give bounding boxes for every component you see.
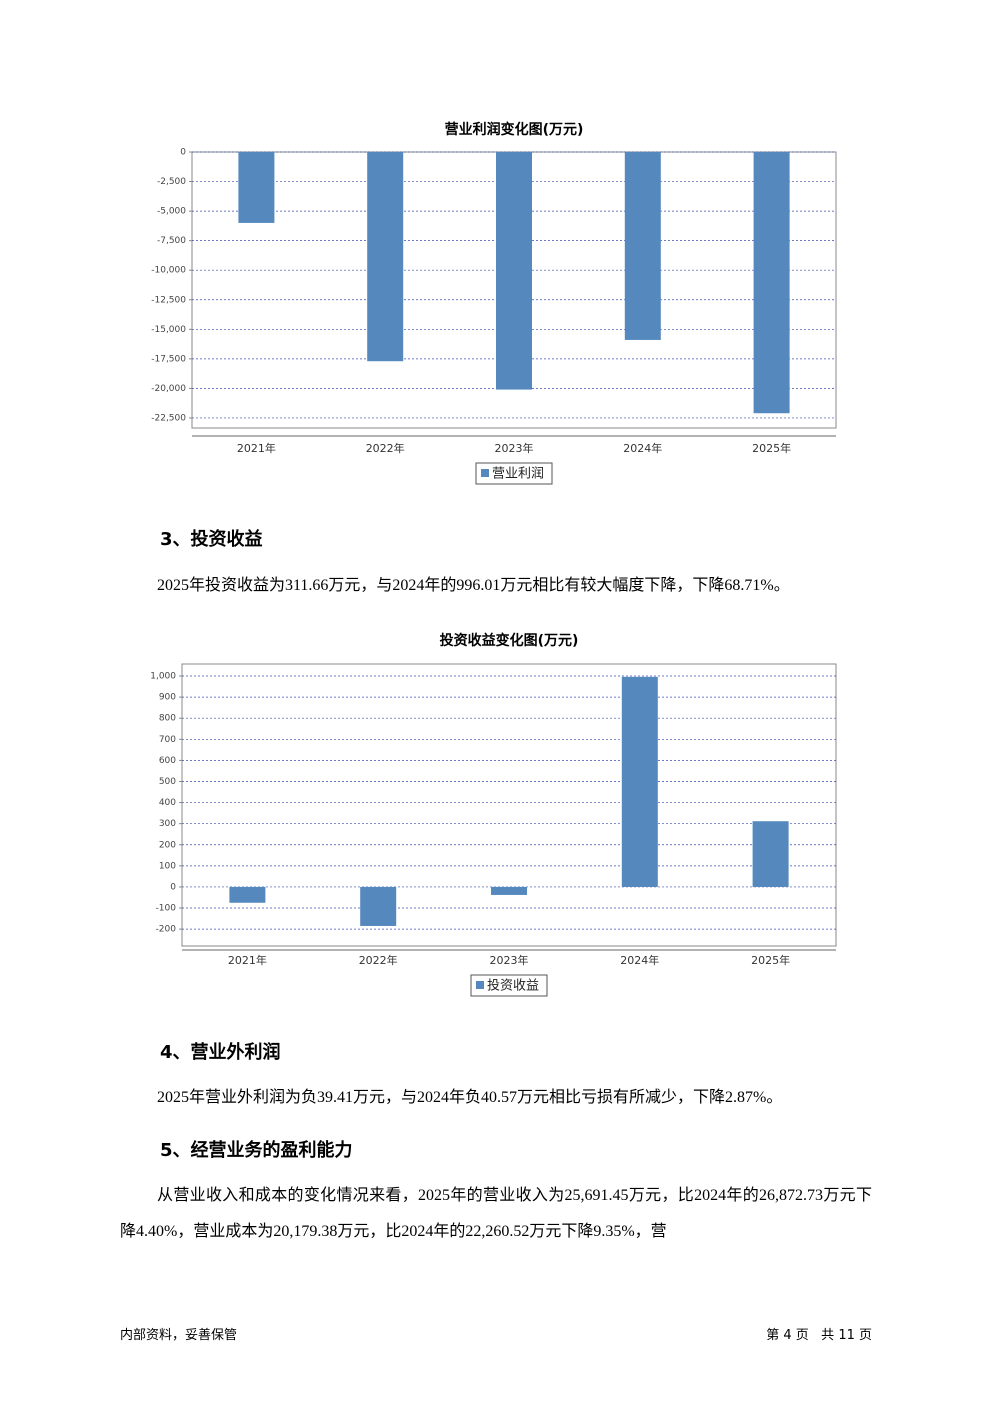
bar (624, 152, 661, 340)
y-tick-label: -5,000 (157, 207, 186, 217)
y-tick-label: 0 (180, 148, 186, 158)
y-tick-label: -100 (156, 904, 177, 914)
y-tick-label: -15,000 (151, 325, 186, 335)
y-tick-label: 900 (159, 693, 176, 703)
legend-label: 营业利润 (492, 467, 544, 482)
y-tick-label: -20,000 (151, 384, 186, 394)
y-tick-label: 200 (159, 840, 176, 850)
y-tick-label: -200 (156, 925, 177, 935)
x-tick-label: 2024年 (623, 441, 662, 455)
y-tick-label: 700 (159, 735, 176, 745)
x-tick-label: 2023年 (490, 953, 529, 967)
paragraph: 从营业收入和成本的变化情况来看，2025年的营业收入为25,691.45万元，比… (120, 1187, 872, 1240)
section-heading: 5、经营业务的盈利能力 (160, 1140, 353, 1161)
x-tick-label: 2023年 (495, 441, 534, 455)
x-tick-label: 2024年 (620, 953, 659, 967)
y-tick-label: -12,500 (151, 295, 186, 305)
x-tick-label: 2022年 (359, 953, 398, 967)
plot-area (181, 663, 837, 947)
y-tick-label: -17,500 (151, 354, 186, 364)
chart-title: 投资收益变化图(万元) (440, 632, 579, 649)
legend-swatch (476, 981, 484, 989)
paragraph: 2025年营业外利润为负39.41万元，与2024年负40.57万元相比亏损有所… (157, 1089, 783, 1106)
bar (753, 152, 790, 414)
y-tick-label: 100 (159, 861, 176, 871)
legend-frame (470, 974, 548, 997)
y-tick-label: 800 (159, 714, 176, 724)
footer-right: 第 4 页 共 11 页 (766, 1328, 872, 1343)
paragraph: 2025年投资收益为311.66万元，与2024年的996.01万元相比有较大幅… (157, 577, 790, 594)
x-tick-label: 2021年 (237, 441, 276, 455)
chart: 投资收益变化图(万元) 1,000 900 800 700 600 500 400 300 200… (150, 632, 837, 997)
bar (360, 886, 397, 926)
legend-label: 投资收益 (487, 978, 539, 994)
y-tick-label: -2,500 (157, 177, 186, 187)
bar (496, 152, 532, 390)
section-heading: 3、投资收益 (160, 529, 263, 550)
y-tick-label: 600 (159, 756, 176, 766)
y-tick-label: 1,000 (150, 672, 176, 682)
y-tick-label: 500 (159, 777, 176, 787)
bar (752, 821, 789, 887)
bar (238, 152, 275, 223)
chart: 营业利润变化图(万元) 0 -2,500 -5,000 -7,500 -10,000 -12… (151, 121, 837, 485)
bar (367, 152, 404, 362)
legend-swatch (481, 469, 489, 477)
y-tick-label: 400 (159, 798, 176, 808)
y-tick-label: -22,500 (151, 413, 186, 423)
x-tick-label: 2021年 (228, 953, 267, 967)
bar (491, 886, 527, 895)
y-tick-label: -10,000 (151, 266, 186, 276)
y-tick-label: 0 (170, 882, 176, 892)
y-tick-label: -7,500 (157, 236, 186, 246)
bar (621, 676, 658, 887)
y-tick-label: 300 (159, 819, 176, 829)
x-tick-label: 2025年 (752, 441, 791, 455)
legend-frame (475, 462, 553, 485)
bar (229, 886, 266, 903)
chart-title: 营业利润变化图(万元) (445, 121, 584, 138)
x-tick-label: 2025年 (751, 953, 790, 967)
footer-left: 内部资料，妥善保管 (120, 1328, 238, 1343)
section-heading: 4、营业外利润 (160, 1042, 281, 1063)
x-tick-label: 2022年 (366, 441, 405, 455)
